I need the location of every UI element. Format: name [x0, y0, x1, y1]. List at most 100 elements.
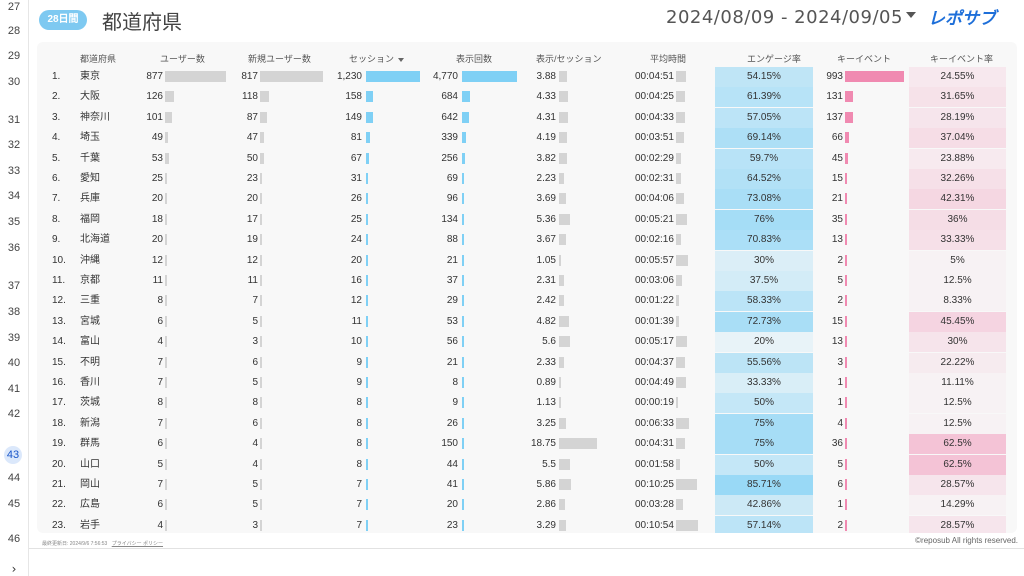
avg-time-bar: [676, 438, 686, 450]
chevron-right-icon[interactable]: ›: [11, 562, 17, 576]
table-row[interactable]: 17. 茨城 8 8 8 9 1.13 00:00:19 50% 1 12.5%: [37, 393, 1017, 414]
row-number[interactable]: 34: [7, 190, 21, 202]
cell-sessions: 8: [356, 438, 362, 450]
prefecture-name: 岩手: [80, 519, 100, 531]
cell-users: 7: [157, 417, 163, 429]
table-row[interactable]: 5. 千葉 53 50 67 256 3.82 00:02:29 59.7% 45 23.88%: [37, 148, 1017, 169]
table-row[interactable]: 11. 京都 11 11 16 37 2.31 00:03:06 37.5% 5 12.5%: [37, 271, 1017, 291]
table-row[interactable]: 14. 富山 4 3 10 56 5.6 00:05:17 20% 13 30%: [37, 332, 1017, 353]
cell-new-users: 47: [246, 132, 258, 144]
table-row[interactable]: 18. 新潟 7 6 8 26 3.25 00:06:33 75% 4 12.5%: [37, 413, 1017, 434]
cell-key-events: 137: [826, 111, 843, 123]
row-number[interactable]: 45: [7, 498, 21, 510]
avg-time-bar: [676, 356, 686, 368]
table-row[interactable]: 2. 大阪 126 118 158 684 4.33 00:04:25 61.39% 131 31.…: [37, 87, 1017, 108]
table-row[interactable]: 21. 岡山 7 5 7 41 5.86 00:10:25 85.71% 6 28.57%: [37, 475, 1017, 495]
avg-time-bar: [676, 336, 687, 348]
prefecture-name: 宮城: [80, 315, 100, 327]
table-row[interactable]: 9. 北海道 20 19 24 88 3.67 00:02:16 70.83% 13 33.33%: [37, 230, 1017, 251]
row-number[interactable]: 37: [7, 280, 21, 292]
table-row[interactable]: 16. 香川 7 5 9 8 0.89 00:04:49 33.33% 1 11.11%: [37, 373, 1017, 393]
row-number[interactable]: 41: [7, 383, 21, 395]
key-event-rate-cell: [909, 209, 1006, 230]
row-number[interactable]: 35: [7, 216, 21, 228]
logo-text: レポサブ: [928, 9, 999, 29]
row-number[interactable]: 44: [7, 472, 21, 484]
col-header-avg-time[interactable]: 平均時間: [650, 54, 687, 64]
key-events-bar: [845, 458, 847, 470]
chevron-down-icon[interactable]: [906, 12, 916, 18]
engagement-rate-value: 70.83%: [747, 234, 781, 246]
cell-new-users: 5: [252, 315, 258, 327]
cell-users: 8: [157, 295, 163, 307]
row-number[interactable]: 46: [7, 533, 21, 545]
cell-sessions: 7: [356, 479, 362, 490]
col-header-engagement-rate[interactable]: エンゲージ率: [747, 54, 801, 64]
row-number[interactable]: 42: [7, 408, 21, 420]
privacy-policy-link[interactable]: プライバシー ポリシー: [111, 541, 164, 547]
cell-avg-time: 00:03:51: [635, 132, 674, 144]
cell-vps: 3.29: [536, 519, 556, 531]
row-index: 3.: [52, 111, 61, 123]
cell-key-events: 6: [837, 479, 843, 490]
key-event-rate-value: 62.5%: [943, 438, 972, 450]
col-header-key-event-rate[interactable]: キーイベント率: [930, 54, 994, 64]
table-row[interactable]: 3. 神奈川 101 87 149 642 4.31 00:04:33 57.05% 137 28.…: [37, 107, 1017, 128]
period-badge[interactable]: 28日間: [39, 10, 87, 30]
col-header-views-per-session[interactable]: 表示/セッション: [536, 54, 602, 64]
key-event-rate-value: 31.65%: [940, 91, 975, 103]
table-row[interactable]: 15. 不明 7 6 9 21 2.33 00:04:37 55.56% 3 22.22%: [37, 352, 1017, 373]
table-row[interactable]: 6. 愛知 25 23 31 69 2.23 00:02:31 64.52% 15 32.26%: [37, 169, 1017, 189]
key-events-bar: [845, 356, 847, 368]
date-range-picker[interactable]: 2024/08/09 - 2024/09/05: [666, 7, 903, 28]
row-index: 17.: [52, 397, 66, 409]
col-header-prefecture[interactable]: 都道府県: [80, 54, 117, 64]
sessions-bar: [366, 519, 368, 531]
table-row[interactable]: 20. 山口 5 4 8 44 5.5 00:01:58 50% 5 62.5%: [37, 454, 1017, 475]
row-number[interactable]: 33: [7, 165, 21, 177]
col-header-users[interactable]: ユーザー数: [160, 54, 205, 64]
row-index: 18.: [52, 417, 66, 429]
cell-sessions: 149: [345, 111, 362, 123]
row-number[interactable]: 36: [7, 242, 21, 254]
avg-time-bar: [676, 377, 686, 388]
table-row[interactable]: 1. 東京 877 817 1,230 4,770 3.88 00:04:51 54.15% 99…: [37, 67, 1017, 87]
row-number[interactable]: 28: [7, 25, 21, 37]
cell-new-users: 6: [252, 356, 258, 368]
engagement-rate-value: 20%: [753, 336, 774, 348]
row-number[interactable]: 31: [7, 114, 21, 126]
cell-views: 684: [441, 91, 458, 103]
row-number[interactable]: 29: [7, 50, 21, 62]
key-event-rate-cell: [909, 332, 1006, 353]
table-row[interactable]: 19. 群馬 6 4 8 150 18.75 00:04:31 75% 36 62.5%: [37, 434, 1017, 455]
table-row[interactable]: 10. 沖縄 12 12 20 21 1.05 00:05:57 30% 2 5%: [37, 250, 1017, 271]
table-row[interactable]: 22. 広島 6 5 7 20 2.86 00:03:28 42.86% 1 14.29%: [37, 495, 1017, 516]
row-number[interactable]: 39: [7, 332, 21, 344]
table-row[interactable]: 12. 三重 8 7 12 29 2.42 00:01:22 58.33% 2 8.33%: [37, 291, 1017, 312]
cell-avg-time: 00:02:16: [635, 234, 674, 246]
users-bar: [165, 132, 169, 144]
row-number[interactable]: 32: [7, 139, 21, 151]
sessions-bar: [366, 111, 373, 123]
prefecture-name: 大阪: [80, 91, 100, 103]
row-number[interactable]: 27: [7, 1, 21, 13]
col-header-new-users[interactable]: 新規ユーザー数: [248, 54, 311, 64]
cell-key-events: 66: [831, 132, 843, 144]
table-row[interactable]: 7. 兵庫 20 20 26 96 3.69 00:04:06 73.08% 21 42.31%: [37, 189, 1017, 210]
table-row[interactable]: 23. 岩手 4 3 7 23 3.29 00:10:54 57.14% 2 28.57%: [37, 515, 1017, 533]
row-number[interactable]: 40: [7, 357, 21, 369]
col-header-sessions[interactable]: セッション: [349, 52, 405, 65]
col-header-views[interactable]: 表示回数: [456, 54, 493, 64]
cell-new-users: 11: [247, 275, 258, 286]
table-row[interactable]: 13. 宮城 6 5 11 53 4.82 00:01:39 72.73% 15 45.45%: [37, 311, 1017, 332]
views-bar: [462, 519, 464, 531]
row-number[interactable]: 38: [7, 306, 21, 318]
sessions-bar: [366, 91, 373, 103]
cell-sessions: 7: [356, 499, 362, 511]
col-header-key-events[interactable]: キーイベント: [837, 54, 892, 64]
table-row[interactable]: 4. 埼玉 49 47 81 339 4.19 00:03:51 69.14% 66 37.04%: [37, 128, 1017, 149]
row-number[interactable]: 43: [4, 446, 22, 464]
vps-bar: [559, 111, 568, 123]
table-row[interactable]: 8. 福岡 18 17 25 134 5.36 00:05:21 76% 35 36%: [37, 209, 1017, 230]
row-number[interactable]: 30: [7, 76, 21, 88]
